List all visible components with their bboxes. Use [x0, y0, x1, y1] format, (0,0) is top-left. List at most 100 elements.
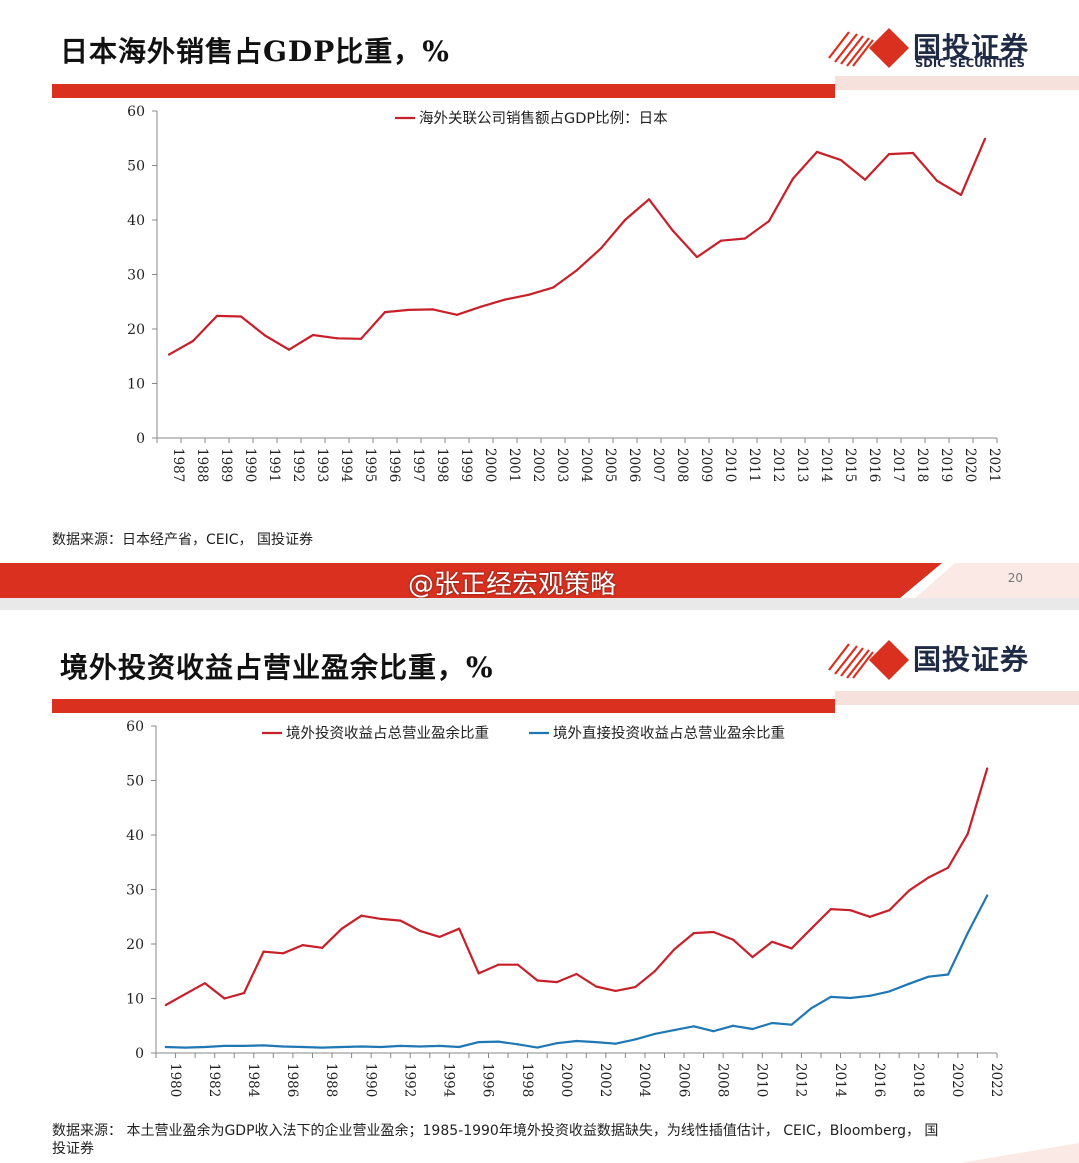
source-line-2: 投证券 [52, 1141, 94, 1157]
x-tick-label: 1999 [458, 448, 474, 482]
data-point [634, 985, 637, 989]
header-pink-bar [835, 691, 1079, 705]
x-tick-label: 2001 [506, 448, 522, 482]
slide-1-title: 日本海外销售占GDP比重，% [60, 35, 450, 68]
data-point [647, 198, 651, 201]
data-point [242, 991, 246, 995]
data-point [360, 1045, 363, 1048]
x-tick-label: 2020 [949, 1063, 965, 1097]
data-point [927, 975, 930, 978]
x-tick-label: 2020 [962, 448, 978, 482]
data-point [594, 985, 598, 988]
page-number: 20 [1007, 571, 1023, 585]
data-point [479, 305, 483, 308]
data-point [223, 1044, 226, 1048]
data-point [164, 1045, 167, 1049]
data-point [849, 996, 852, 1000]
data-point [399, 919, 402, 922]
data-point [301, 1045, 304, 1049]
header-red-bar [52, 84, 835, 98]
data-point [383, 311, 387, 314]
data-point [966, 932, 969, 935]
data-point [927, 876, 930, 879]
header-pink-bar [835, 76, 1079, 90]
x-tick-label: 2000 [482, 448, 498, 482]
data-point [282, 952, 285, 955]
data-point [455, 313, 459, 316]
x-tick-label: 2006 [675, 1063, 691, 1097]
logo-text-cn: 国投证券 [913, 643, 1030, 676]
x-tick-label: 2006 [626, 448, 642, 482]
data-point [340, 927, 343, 930]
chart-2: 0 10 20 30 40 50 60 1980 1982 1984 1986 1988 1990 199… [126, 719, 1004, 1097]
x-tick-label: 2022 [988, 1063, 1004, 1097]
data-point [203, 1045, 206, 1049]
x-tick-label: 2014 [832, 1063, 848, 1097]
data-point [810, 1007, 813, 1010]
data-point [815, 150, 819, 153]
data-point [191, 339, 195, 343]
x-tick-label: 2008 [674, 448, 690, 482]
data-point [986, 767, 989, 770]
data-point [311, 333, 315, 337]
data-point [262, 950, 265, 953]
data-point [599, 247, 603, 250]
x-tick-label: 2018 [914, 448, 930, 482]
data-point [634, 1038, 637, 1041]
x-tick-label: 1993 [314, 448, 330, 482]
data-point [673, 948, 676, 951]
data-point [335, 337, 339, 340]
data-point [360, 914, 363, 917]
x-tick-label: 2012 [770, 448, 786, 482]
data-point [477, 1041, 480, 1044]
data-point [164, 1003, 167, 1007]
data-point [458, 927, 461, 930]
data-point [575, 972, 578, 976]
data-point [184, 993, 187, 996]
data-point [790, 947, 793, 950]
data-point [692, 932, 695, 935]
data-point [767, 219, 771, 223]
source-note-1: 数据来源：日本经产省，CEIC， 国投证券 [52, 532, 313, 548]
y-tick-label: 20 [127, 322, 145, 338]
data-point [751, 1027, 754, 1031]
data-point [287, 348, 291, 351]
data-point [239, 315, 243, 318]
x-tick-label: 2018 [910, 1063, 926, 1097]
x-tick-label: 1998 [434, 448, 450, 482]
x-tick-label: 2017 [890, 448, 906, 482]
x-tick-label: 1980 [167, 1063, 183, 1097]
data-point [888, 990, 891, 993]
x-tick-label: 1989 [218, 448, 234, 482]
data-point [263, 334, 267, 337]
x-tick-label: 2012 [793, 1063, 809, 1097]
y-tick-label: 0 [136, 431, 145, 447]
x-tick-label: 1991 [266, 448, 282, 482]
data-point [653, 970, 656, 973]
data-point [849, 909, 852, 912]
x-tick-label: 1988 [194, 448, 210, 482]
y-tick-label: 40 [127, 213, 145, 229]
data-point [321, 1046, 324, 1049]
sdic-logo: 国投证券 SDIC SECURITIES [827, 26, 1057, 70]
data-point [983, 137, 987, 140]
data-point [947, 973, 950, 976]
data-point [242, 1044, 246, 1048]
data-point [911, 151, 915, 155]
data-point [527, 293, 531, 296]
data-point [497, 1040, 500, 1043]
data-point [947, 866, 950, 869]
x-tick-label: 1992 [401, 1063, 417, 1097]
source-note-2: 数据来源： 本土营业盈余为GDP收入法下的企业营业盈余；1985-1990年境外… [52, 1122, 938, 1158]
series-line-2-1 [165, 894, 989, 1049]
data-point [653, 1032, 656, 1036]
data-point [829, 908, 832, 911]
x-tick-label: 1998 [519, 1063, 535, 1097]
x-tick-label: 2021 [986, 448, 1002, 482]
x-tick-label: 2016 [871, 1063, 887, 1097]
header-red-bar [52, 699, 835, 713]
data-point [743, 237, 747, 240]
x-tick-label: 2000 [558, 1063, 574, 1097]
data-point [887, 152, 891, 156]
data-point [555, 981, 559, 984]
